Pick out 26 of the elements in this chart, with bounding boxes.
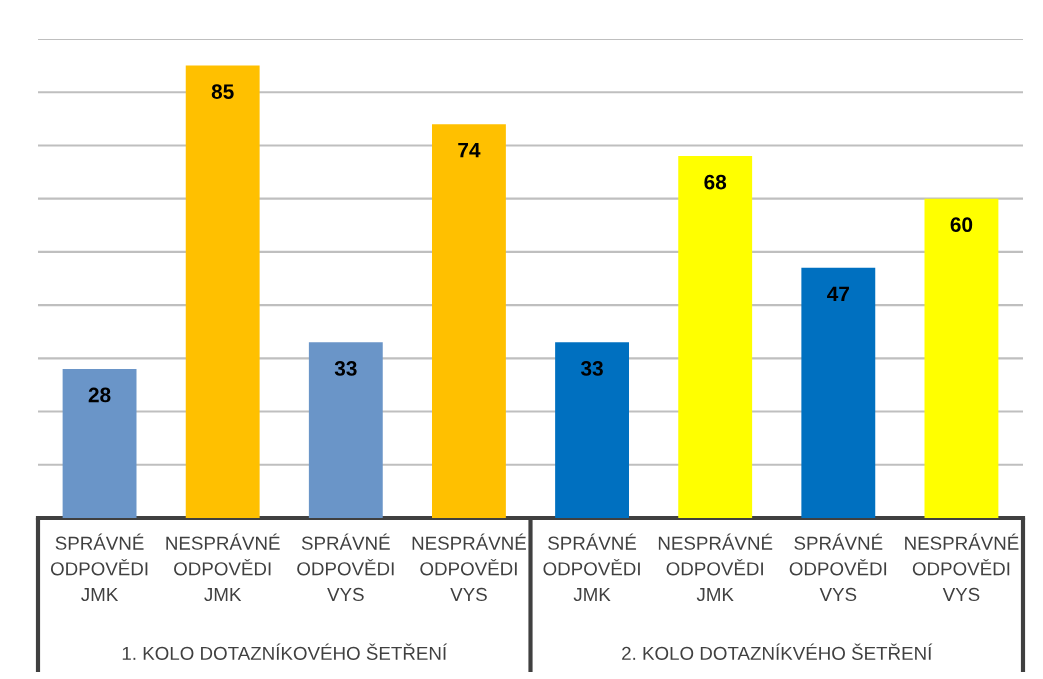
x-tick-label: NESPRÁVNÉ ODPOVĚDI VYS bbox=[905, 533, 1019, 602]
x-tick-label: SPRÁVNÉ ODPOVĚDI VYS bbox=[297, 533, 394, 602]
data-label: 74 bbox=[458, 142, 481, 158]
x-tick-label: NESPRÁVNÉ ODPOVĚDI VYS bbox=[412, 533, 526, 602]
text: 1. KOLO DOTAZNÍKOVÉHO ŠETŘENÍ bbox=[122, 643, 448, 661]
x-tick-label: SPRÁVNÉ ODPOVĚDI JMK bbox=[50, 533, 148, 602]
bar bbox=[185, 65, 260, 518]
x-tick-label: NESPRÁVNÉ ODPOVĚDI JMK bbox=[166, 533, 280, 602]
data-label: 60 bbox=[950, 217, 973, 233]
bar bbox=[924, 198, 999, 518]
bar bbox=[432, 124, 506, 518]
bar bbox=[678, 156, 753, 518]
data-label: 28 bbox=[88, 387, 111, 403]
bar bbox=[62, 368, 137, 518]
text: 2. KOLO DOTAZNÍKVÉHO ŠETŘENÍ bbox=[622, 643, 933, 661]
bar bbox=[308, 342, 383, 518]
x-tick-label: SPRÁVNÉ ODPOVĚDI JMK bbox=[543, 533, 640, 602]
data-label: 33 bbox=[580, 360, 603, 376]
x-tick-label: SPRÁVNÉ ODPOVĚDI VYS bbox=[789, 533, 887, 602]
bar bbox=[801, 267, 876, 518]
bar bbox=[555, 342, 629, 518]
data-label: 47 bbox=[827, 286, 849, 302]
x-tick-label: NESPRÁVNÉ ODPOVĚDI JMK bbox=[658, 533, 773, 602]
data-label: 85 bbox=[211, 84, 234, 99]
data-label: 33 bbox=[334, 360, 357, 376]
data-label: 68 bbox=[704, 174, 727, 190]
